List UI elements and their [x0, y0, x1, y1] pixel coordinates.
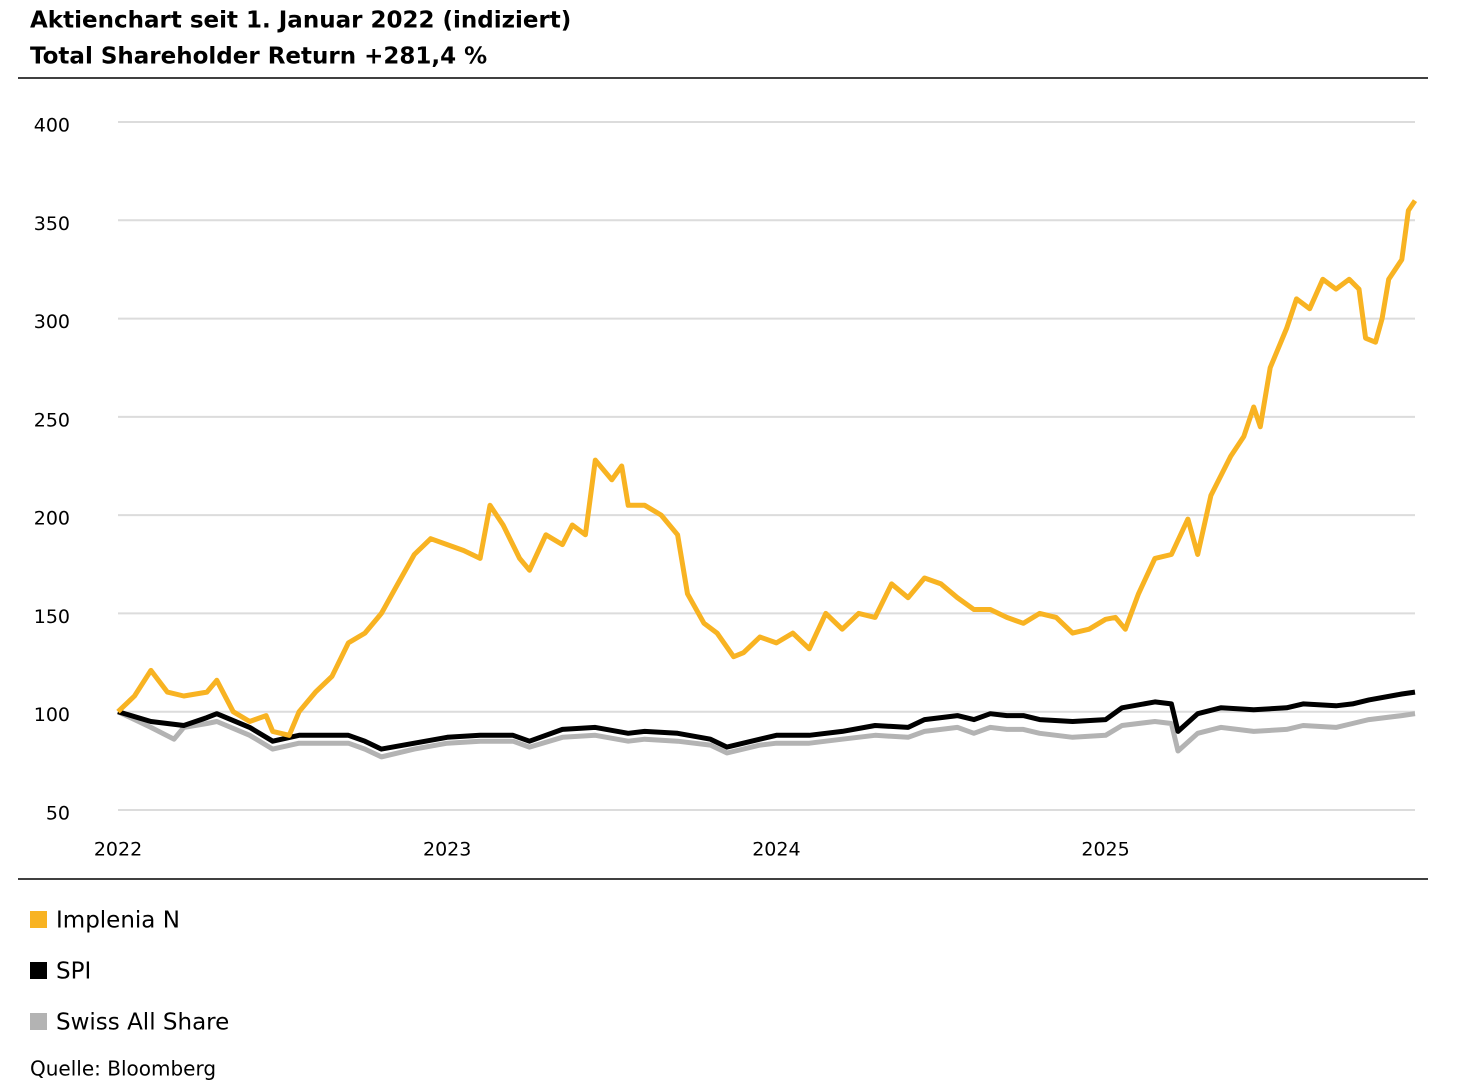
- legend-label: SPI: [56, 959, 91, 985]
- line: [116, 199, 1418, 738]
- x-tick-label: 2023: [423, 839, 471, 861]
- line: [116, 709, 1416, 760]
- x-tick-label: 2022: [94, 839, 142, 861]
- y-tick-label: 100: [34, 704, 70, 726]
- source: Quelle: Bloomberg: [30, 1057, 216, 1081]
- legend-label: Implenia N: [56, 908, 180, 934]
- x-tick-label: 2024: [752, 839, 800, 861]
- chart-title: Aktienchart seit 1. Januar 2022 (indizie…: [30, 8, 571, 34]
- y-tick-label: 200: [34, 508, 70, 530]
- legend-swatch: [30, 1013, 47, 1030]
- legend-label: Swiss All Share: [56, 1010, 229, 1036]
- y-tick-label: 250: [34, 409, 70, 431]
- y-tick-label: 50: [46, 803, 70, 825]
- y-tick-label: 400: [34, 115, 70, 137]
- legend-swatch: [30, 911, 47, 928]
- line: [117, 689, 1416, 752]
- y-tick-label: 150: [34, 606, 70, 628]
- x-tick-label: 2025: [1081, 839, 1129, 861]
- legend-swatch: [30, 962, 47, 979]
- y-tick-label: 300: [34, 311, 70, 333]
- chart-subtitle: Total Shareholder Return +281,4 %: [30, 44, 487, 70]
- y-tick-label: 350: [34, 213, 70, 235]
